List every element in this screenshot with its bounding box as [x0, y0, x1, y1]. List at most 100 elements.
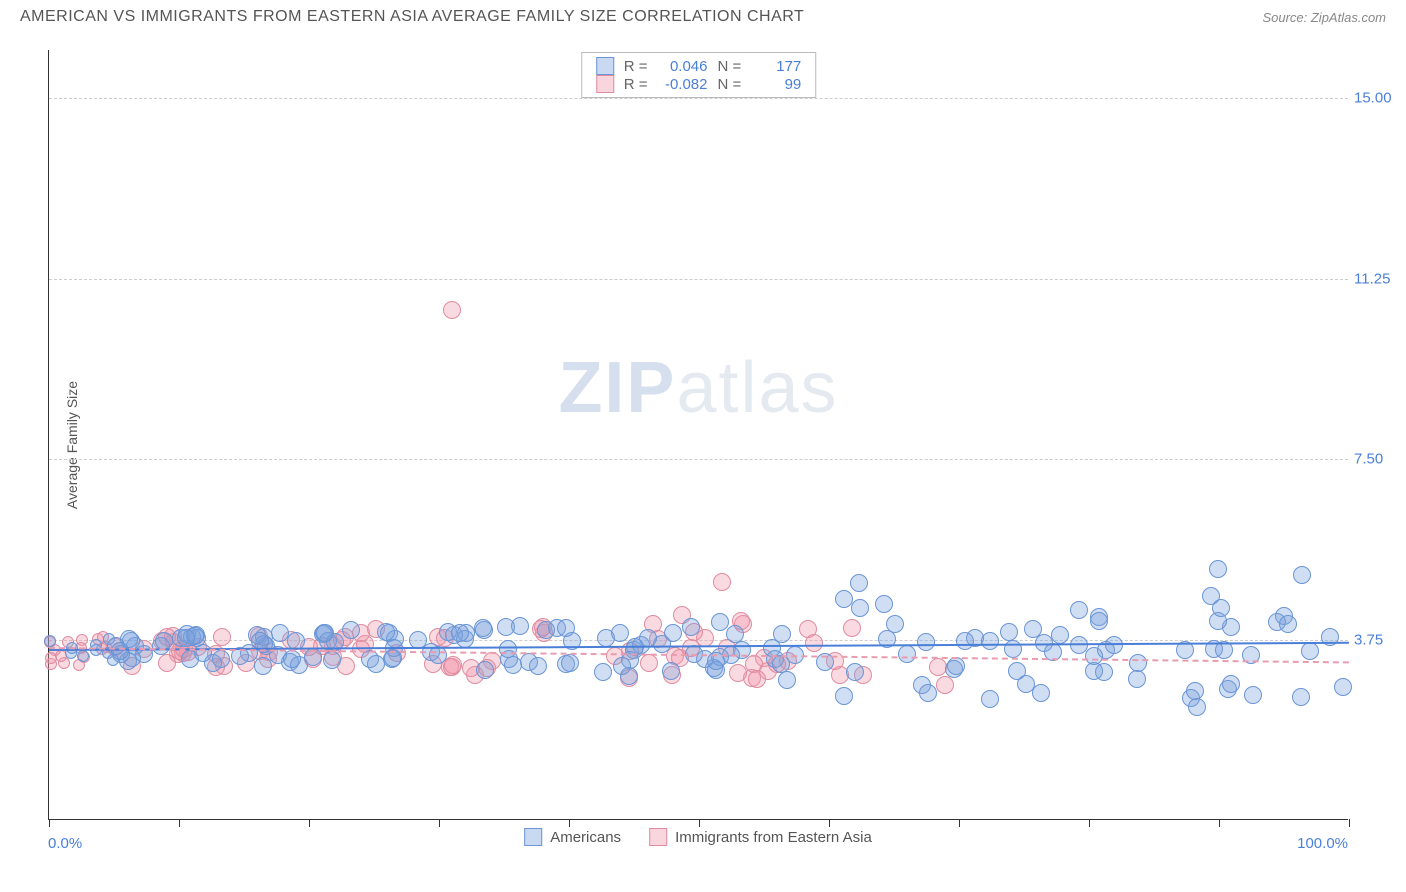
scatter-point: [846, 663, 864, 681]
x-tick: [1349, 819, 1350, 827]
scatter-point: [835, 687, 853, 705]
scatter-point: [377, 623, 395, 641]
scatter-point: [956, 632, 974, 650]
x-tick: [569, 819, 570, 827]
stats-row-americans: R = 0.046 N = 177: [596, 57, 802, 75]
x-tick: [439, 819, 440, 827]
scatter-point: [529, 657, 547, 675]
x-max-label: 100.0%: [1297, 835, 1348, 852]
scatter-point-outlier: [443, 301, 461, 319]
scatter-point: [947, 657, 965, 675]
scatter-point: [851, 599, 869, 617]
scatter-point: [713, 573, 731, 591]
scatter-point: [886, 615, 904, 633]
scatter-point: [711, 613, 729, 631]
x-tick: [49, 819, 50, 827]
scatter-point: [45, 652, 57, 664]
scatter-point: [44, 635, 56, 647]
scatter-point: [805, 634, 823, 652]
scatter-point: [1334, 678, 1352, 696]
gridline: [49, 98, 1348, 99]
y-tick-label: 3.75: [1354, 631, 1404, 648]
r-value-immigrants: -0.082: [658, 76, 708, 93]
x-tick: [309, 819, 310, 827]
scatter-point: [981, 690, 999, 708]
scatter-point: [177, 629, 195, 647]
x-tick: [699, 819, 700, 827]
scatter-point: [1000, 623, 1018, 641]
scatter-point: [504, 656, 522, 674]
n-label: N =: [718, 58, 742, 75]
plot-area: ZIPatlas R = 0.046 N = 177 R = -0.082 N …: [48, 50, 1348, 820]
scatter-point: [1070, 601, 1088, 619]
scatter-point: [613, 657, 631, 675]
y-tick-label: 11.25: [1354, 270, 1404, 287]
bottom-legend: Americans Immigrants from Eastern Asia: [524, 828, 872, 846]
scatter-point: [1024, 620, 1042, 638]
scatter-point: [1085, 647, 1103, 665]
stats-row-immigrants: R = -0.082 N = 99: [596, 75, 802, 93]
scatter-point: [875, 595, 893, 613]
chart-title: AMERICAN VS IMMIGRANTS FROM EASTERN ASIA…: [20, 8, 804, 26]
legend-label-immigrants: Immigrants from Eastern Asia: [675, 829, 872, 846]
scatter-point: [511, 617, 529, 635]
scatter-point: [1292, 688, 1310, 706]
scatter-point: [1008, 662, 1026, 680]
legend-label-americans: Americans: [550, 829, 621, 846]
scatter-point: [682, 618, 700, 636]
scatter-point: [850, 574, 868, 592]
legend-swatch-pink-icon: [649, 828, 667, 846]
scatter-point: [1209, 560, 1227, 578]
scatter-point: [194, 644, 212, 662]
scatter-point: [1212, 599, 1230, 617]
scatter-point: [726, 625, 744, 643]
x-tick: [179, 819, 180, 827]
correlation-stats-box: R = 0.046 N = 177 R = -0.082 N = 99: [581, 52, 817, 98]
scatter-point: [611, 624, 629, 642]
scatter-point: [1051, 626, 1069, 644]
chart-header: AMERICAN VS IMMIGRANTS FROM EASTERN ASIA…: [0, 0, 1406, 30]
scatter-point: [1032, 684, 1050, 702]
scatter-point: [1301, 642, 1319, 660]
scatter-point: [729, 664, 747, 682]
scatter-point: [936, 676, 954, 694]
swatch-blue-icon: [596, 57, 614, 75]
scatter-point: [444, 656, 462, 674]
gridline: [49, 459, 1348, 460]
scatter-point: [77, 650, 89, 662]
scatter-point: [107, 654, 119, 666]
source-attribution: Source: ZipAtlas.com: [1262, 10, 1386, 25]
scatter-point: [919, 684, 937, 702]
scatter-point: [316, 624, 334, 642]
scatter-point: [254, 657, 272, 675]
x-min-label: 0.0%: [48, 835, 82, 852]
x-tick: [829, 819, 830, 827]
scatter-point: [429, 646, 447, 664]
legend-swatch-blue-icon: [524, 828, 542, 846]
n-label-2: N =: [718, 76, 742, 93]
scatter-point: [537, 621, 555, 639]
scatter-point: [594, 663, 612, 681]
r-label-2: R =: [624, 76, 648, 93]
scatter-point: [212, 650, 230, 668]
scatter-point: [662, 662, 680, 680]
scatter-point: [763, 639, 781, 657]
scatter-point: [1186, 682, 1204, 700]
scatter-point: [1244, 686, 1262, 704]
scatter-point: [476, 661, 494, 679]
x-tick: [1219, 819, 1220, 827]
scatter-point: [323, 651, 341, 669]
legend-item-americans: Americans: [524, 828, 621, 846]
scatter-point: [557, 619, 575, 637]
scatter-point: [1222, 675, 1240, 693]
x-tick: [959, 819, 960, 827]
scatter-point: [1188, 698, 1206, 716]
chart-container: Average Family Size ZIPatlas R = 0.046 N…: [0, 30, 1406, 860]
scatter-point: [451, 624, 469, 642]
scatter-point: [748, 670, 766, 688]
scatter-point: [639, 629, 657, 647]
scatter-point: [843, 619, 861, 637]
watermark-atlas: atlas: [676, 348, 838, 428]
scatter-point: [213, 628, 231, 646]
scatter-point: [409, 631, 427, 649]
